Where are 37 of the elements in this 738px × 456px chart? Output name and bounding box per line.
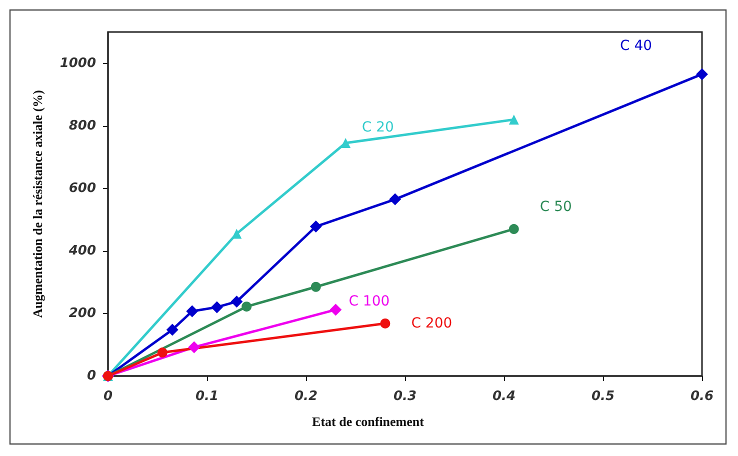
y-tick-label: 200	[68, 306, 96, 321]
point	[508, 224, 519, 234]
y-tick-label: 800	[68, 118, 96, 134]
y-tick-label: 600	[68, 180, 96, 196]
point	[210, 301, 223, 314]
x-tick-label: 0	[103, 389, 113, 404]
x-tick-label: 0.3	[393, 389, 417, 404]
point	[696, 68, 708, 80]
series-label: C 200	[411, 315, 452, 332]
x-axis-title: Etat de confinement	[312, 414, 425, 429]
y-tick-label: 0	[86, 368, 96, 384]
point	[310, 282, 321, 292]
x-tick-label: 0.6	[690, 389, 714, 404]
point	[380, 318, 390, 328]
series-label: C 50	[540, 199, 572, 216]
point	[340, 138, 351, 148]
y-tick-label: 1000	[60, 56, 96, 71]
y-axis-title: Augmentation de la résistance axiale (%)	[30, 90, 45, 318]
text: C 40	[620, 38, 652, 54]
y-tick-label: 400	[68, 243, 96, 258]
point	[310, 220, 322, 233]
point	[389, 193, 402, 206]
x-tick-label: 0.1	[195, 389, 219, 404]
point	[157, 348, 168, 358]
point	[188, 341, 200, 354]
x-tick-label: 0.4	[492, 389, 516, 404]
point	[508, 114, 519, 125]
point	[242, 302, 252, 312]
point	[330, 304, 342, 316]
x-tick-label: 0.5	[591, 389, 615, 404]
series-label: C 100	[348, 294, 390, 310]
x-tick-label: 0.2	[294, 389, 318, 404]
point	[166, 324, 178, 336]
series-label: C 20	[362, 120, 394, 136]
point	[230, 296, 243, 308]
point	[232, 228, 242, 239]
point	[186, 305, 198, 318]
